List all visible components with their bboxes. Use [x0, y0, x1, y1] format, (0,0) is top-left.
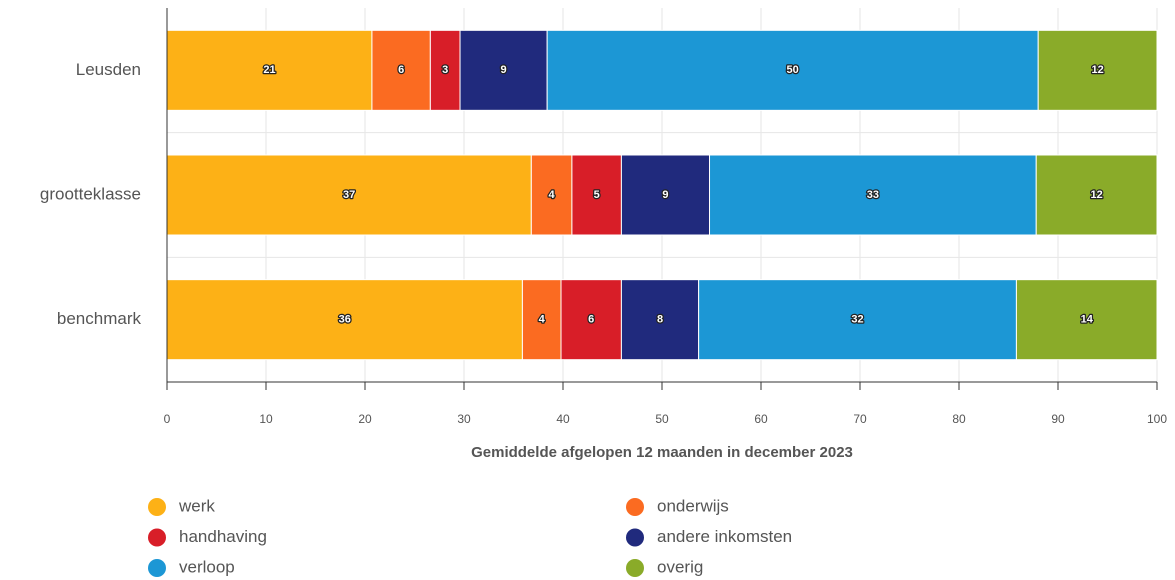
x-tick-label: 50 [655, 412, 669, 426]
x-tick-label: 20 [358, 412, 372, 426]
data-label: 9 [501, 64, 507, 76]
x-tick-label: 10 [259, 412, 273, 426]
legend-label: handhaving [179, 527, 267, 546]
legend-swatch [626, 559, 644, 577]
legend-label: onderwijs [657, 496, 729, 515]
data-label: 4 [539, 314, 546, 326]
bar-segment [620, 279, 700, 361]
data-label: 5 [594, 189, 600, 201]
legend-label: verloop [179, 557, 235, 576]
data-label: 3 [442, 64, 448, 76]
bar-segment [1037, 29, 1158, 111]
legend-swatch [148, 498, 166, 516]
bar-segment [166, 29, 373, 111]
bar-segment [371, 29, 431, 111]
bar-segment [530, 154, 573, 236]
legend-swatch [148, 559, 166, 577]
bar-segment [620, 154, 711, 236]
y-tick-label: grootteklasse [40, 184, 141, 203]
bar-segment [1035, 154, 1158, 236]
bar-segment [1015, 279, 1158, 361]
data-label: 12 [1091, 64, 1103, 76]
data-label: 50 [787, 64, 799, 76]
data-label: 33 [867, 189, 879, 201]
x-tick-label: 100 [1147, 412, 1167, 426]
data-label: 12 [1090, 189, 1102, 201]
data-label: 32 [851, 314, 863, 326]
data-label: 36 [339, 314, 351, 326]
legend-swatch [626, 528, 644, 547]
data-label: 6 [588, 314, 594, 326]
x-tick-label: 40 [556, 412, 570, 426]
x-tick-label: 70 [853, 412, 867, 426]
bar-segment [459, 29, 548, 111]
bar-segment [166, 279, 523, 361]
bar-segment [166, 154, 532, 236]
x-tick-label: 90 [1051, 412, 1065, 426]
legend-label: andere inkomsten [657, 527, 792, 546]
x-tick-label: 0 [164, 412, 171, 426]
y-tick-label: Leusden [76, 60, 141, 79]
x-tick-label: 60 [754, 412, 768, 426]
x-tick-label: 80 [952, 412, 966, 426]
data-label: 6 [398, 64, 404, 76]
legend-swatch [626, 498, 644, 516]
data-label: 4 [549, 189, 556, 201]
bar-segment [429, 29, 461, 111]
bar-segment [571, 154, 622, 236]
x-tick-label: 30 [457, 412, 471, 426]
bar-segment [521, 279, 562, 361]
x-axis-label: Gemiddelde afgelopen 12 maanden in decem… [471, 444, 853, 461]
bar-segment [560, 279, 622, 361]
data-label: 37 [343, 189, 355, 201]
data-label: 21 [263, 64, 275, 76]
data-label: 8 [657, 314, 663, 326]
legend-label: werk [178, 496, 215, 515]
bar-segment [698, 279, 1017, 361]
legend-label: overig [657, 557, 703, 576]
data-label: 14 [1081, 314, 1094, 326]
data-label: 9 [662, 189, 668, 201]
legend-swatch [148, 528, 166, 547]
y-tick-label: benchmark [57, 309, 142, 328]
bar-segment [709, 154, 1037, 236]
